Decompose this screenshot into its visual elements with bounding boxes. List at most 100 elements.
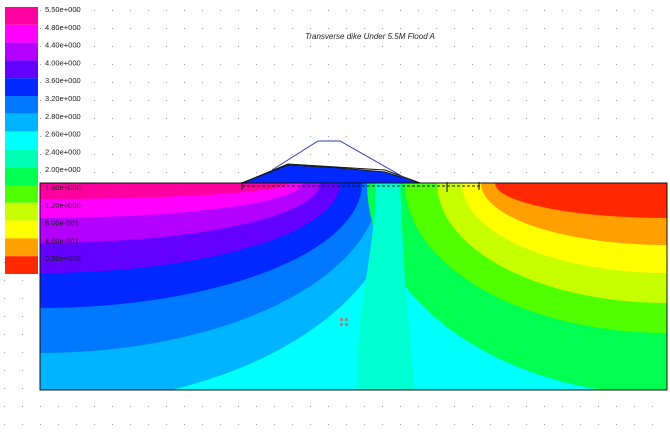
grid-dot [292, 82, 293, 83]
grid-dot [130, 406, 131, 407]
grid-dot [94, 10, 95, 11]
grid-dot [310, 100, 311, 101]
marker-cell [345, 318, 348, 321]
grid-dot [544, 154, 545, 155]
grid-dot [184, 154, 185, 155]
grid-dot [418, 100, 419, 101]
grid-dot [436, 154, 437, 155]
grid-dot [634, 154, 635, 155]
grid-dot [328, 100, 329, 101]
grid-dot [652, 136, 653, 137]
grid-dot [490, 10, 491, 11]
grid-dot [238, 100, 239, 101]
grid-dot [58, 82, 59, 83]
grid-dot [292, 100, 293, 101]
grid-dot [544, 10, 545, 11]
legend-label: 3.60e+000 [45, 76, 81, 85]
grid-dot [562, 136, 563, 137]
grid-dot [202, 28, 203, 29]
grid-dot [148, 10, 149, 11]
grid-dot [148, 64, 149, 65]
grid-dot [58, 424, 59, 425]
grid-dot [4, 388, 5, 389]
grid-dot [94, 82, 95, 83]
grid-dot [310, 406, 311, 407]
grid-dot [562, 100, 563, 101]
grid-dot [328, 28, 329, 29]
grid-dot [112, 82, 113, 83]
grid-dot [454, 406, 455, 407]
grid-dot [598, 82, 599, 83]
grid-dot [40, 136, 41, 137]
flood-level-outline [271, 140, 415, 184]
grid-dot [238, 10, 239, 11]
grid-dot [418, 46, 419, 47]
grid-dot [238, 172, 239, 173]
grid-dot [508, 64, 509, 65]
grid-dot [328, 154, 329, 155]
legend-swatch [5, 185, 38, 203]
grid-dot [652, 28, 653, 29]
grid-dot [130, 118, 131, 119]
grid-dot [616, 82, 617, 83]
grid-dot [526, 406, 527, 407]
grid-dot [616, 406, 617, 407]
grid-dot [238, 64, 239, 65]
grid-dot [490, 82, 491, 83]
grid-dot [166, 154, 167, 155]
grid-dot [418, 10, 419, 11]
grid-dot [310, 28, 311, 29]
grid-dot [202, 136, 203, 137]
grid-dot [4, 316, 5, 317]
grid-dot [238, 136, 239, 137]
grid-dot [418, 154, 419, 155]
grid-dot [130, 28, 131, 29]
grid-dot [562, 46, 563, 47]
grid-dot [4, 424, 5, 425]
grid-dot [598, 46, 599, 47]
grid-dot [490, 46, 491, 47]
grid-dot [220, 406, 221, 407]
grid-dot [544, 100, 545, 101]
grid-dot [94, 118, 95, 119]
legend-label: 4.80e+000 [45, 23, 81, 32]
legend-label: 2.60e+000 [45, 130, 81, 139]
grid-dot [508, 10, 509, 11]
grid-dot [76, 118, 77, 119]
grid-dot [598, 136, 599, 137]
grid-dot [472, 100, 473, 101]
grid-dot [256, 136, 257, 137]
grid-dot [220, 82, 221, 83]
grid-dot [634, 118, 635, 119]
grid-dot [274, 10, 275, 11]
grid-dot [220, 172, 221, 173]
legend-swatch [5, 24, 38, 43]
grid-dot [4, 370, 5, 371]
grid-dot [526, 10, 527, 11]
grid-dot [652, 10, 653, 11]
grid-dot [22, 280, 23, 281]
grid-dot [76, 28, 77, 29]
grid-dot [346, 28, 347, 29]
grid-dot [220, 28, 221, 29]
grid-dot [364, 406, 365, 407]
grid-dot [130, 172, 131, 173]
grid-dot [40, 82, 41, 83]
grid-dot [76, 10, 77, 11]
grid-dot [58, 154, 59, 155]
grid-dot [526, 28, 527, 29]
grid-dot [652, 154, 653, 155]
legend-swatch [5, 113, 38, 132]
legend-label: 2.80e+000 [45, 112, 81, 121]
grid-dot [382, 406, 383, 407]
grid-dot [472, 82, 473, 83]
domain-border [39, 182, 668, 391]
grid-dot [346, 154, 347, 155]
grid-dot [454, 100, 455, 101]
grid-dot [310, 118, 311, 119]
grid-dot [364, 118, 365, 119]
grid-dot [364, 136, 365, 137]
grid-dot [22, 298, 23, 299]
grid-dot [562, 118, 563, 119]
grid-dot [328, 136, 329, 137]
